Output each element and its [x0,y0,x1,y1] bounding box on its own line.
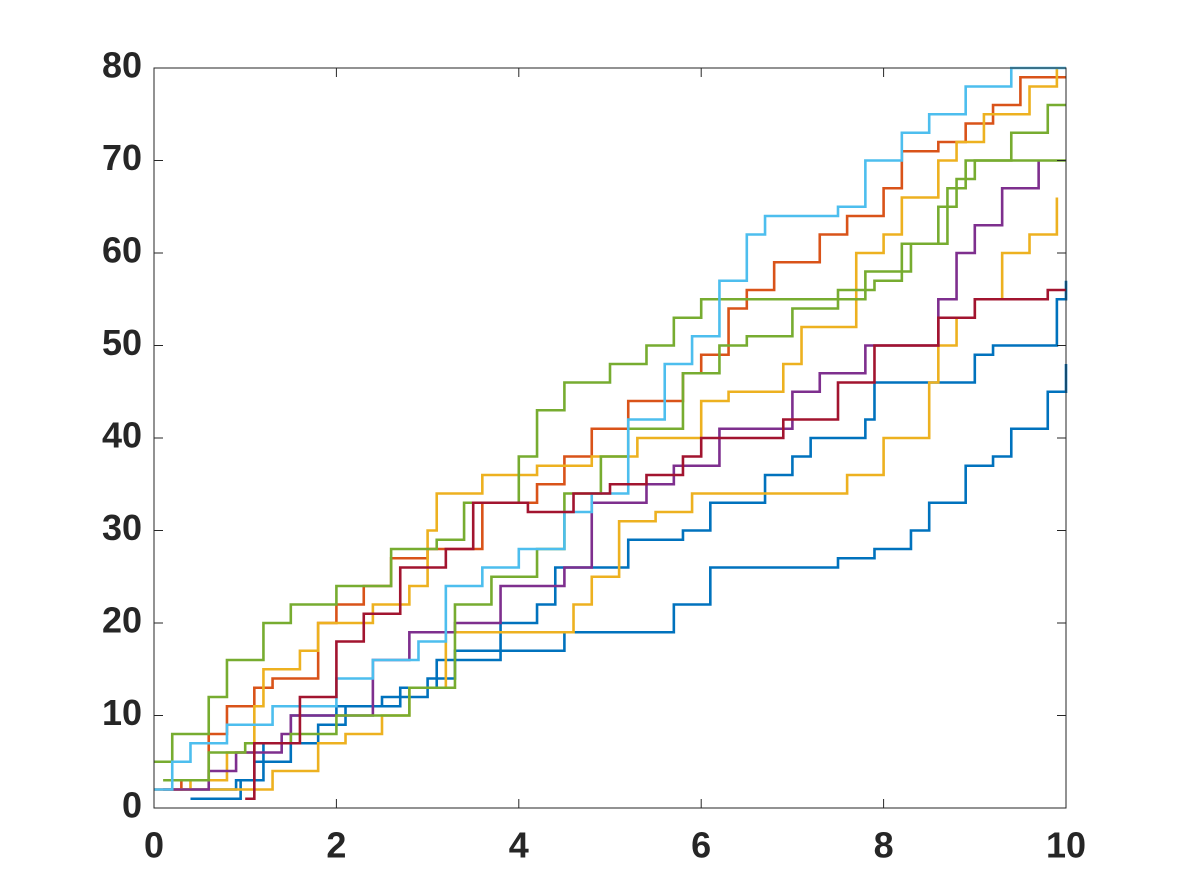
x-tick-label: 4 [509,825,529,866]
y-tick-label: 80 [102,45,142,86]
x-tick-label: 10 [1046,825,1086,866]
x-tick-label: 8 [874,825,894,866]
y-tick-label: 50 [102,322,142,363]
x-tick-label: 2 [326,825,346,866]
x-tick-label: 6 [691,825,711,866]
stair-line [154,103,1066,764]
stair-line [154,75,1066,791]
plot-area [154,66,1068,801]
stair-line [190,364,1068,801]
y-tick-label: 30 [102,507,142,548]
stair-line [163,159,1066,782]
y-tick-label: 70 [102,137,142,178]
y-tick-label: 10 [102,692,142,733]
y-tick-label: 0 [122,785,142,826]
stair-line [172,280,1068,791]
stair-line [245,288,1066,801]
y-tick-label: 40 [102,415,142,456]
y-tick-label: 20 [102,600,142,641]
y-tick-label: 60 [102,230,142,271]
x-tick-label: 0 [144,825,164,866]
